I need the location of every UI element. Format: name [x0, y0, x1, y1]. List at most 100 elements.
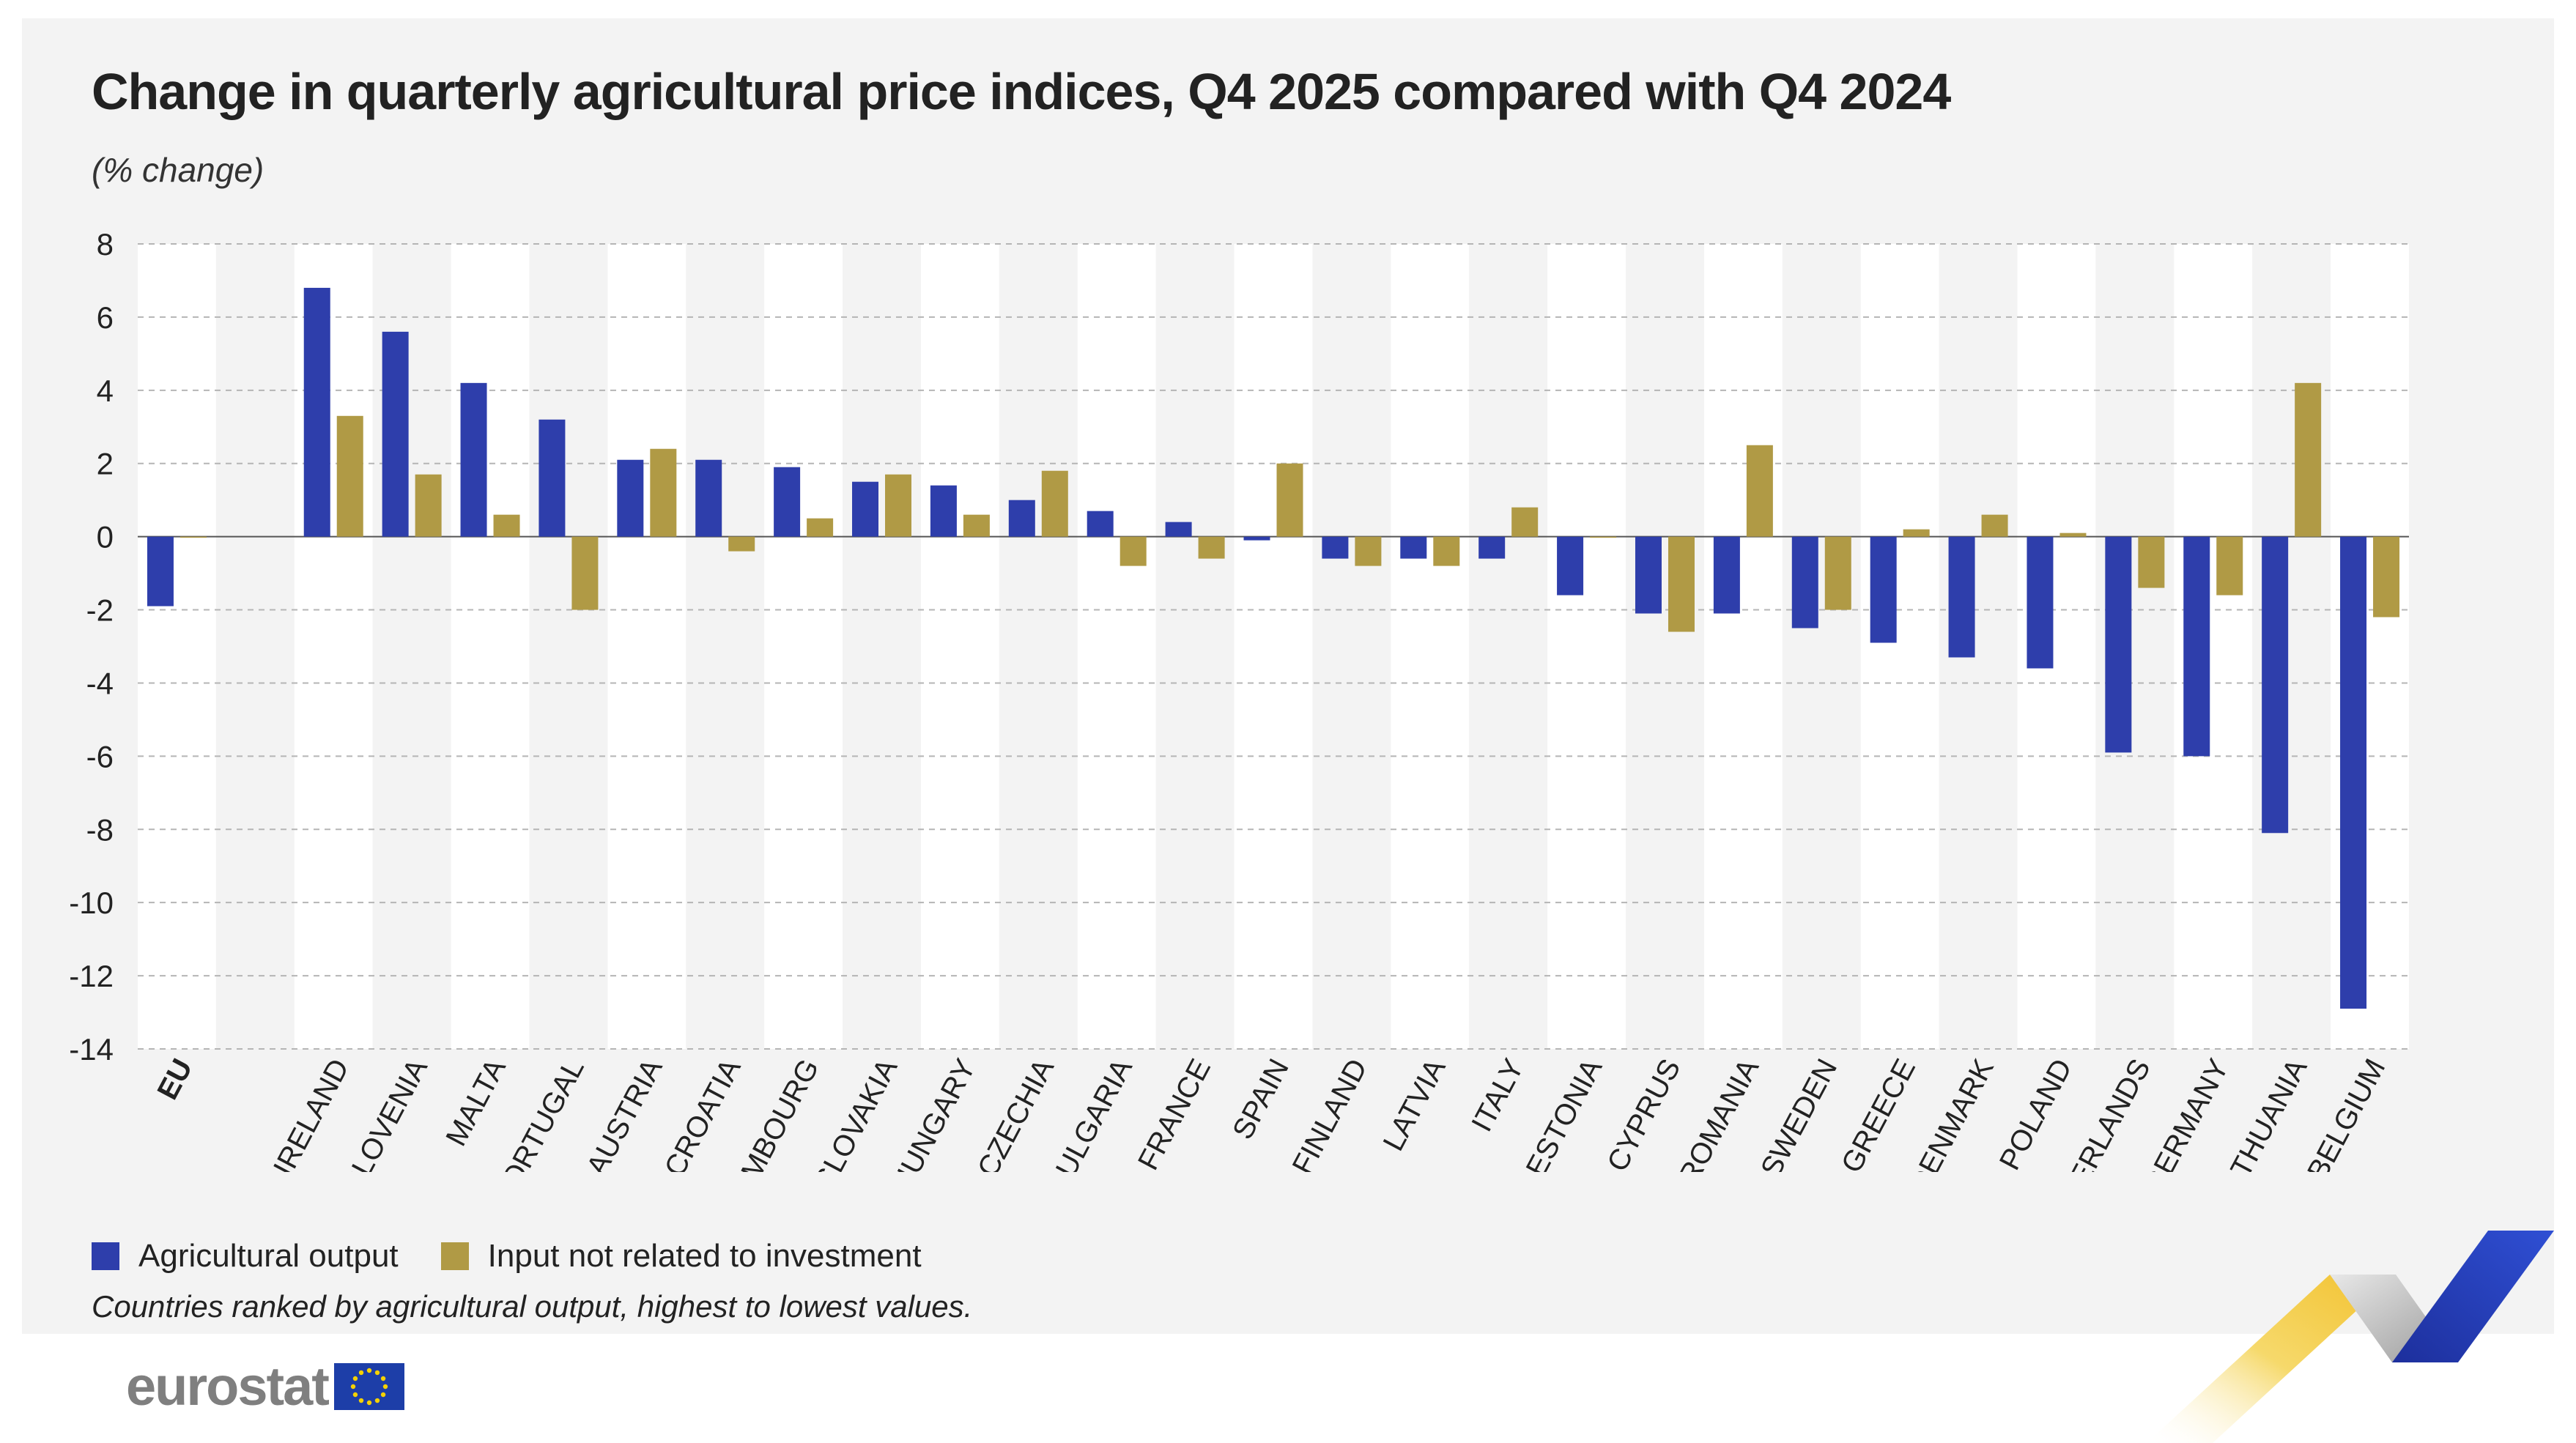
x-tick-label: CZECHIA [971, 1053, 1060, 1172]
bar-agricultural-output [1322, 536, 1349, 559]
x-tick-label: ROMANIA [1673, 1053, 1766, 1172]
bar-agricultural-output [2262, 536, 2289, 834]
x-tick-label: LATVIA [1377, 1053, 1452, 1156]
flag-star [374, 1370, 380, 1375]
bar-input-not-related-to-investment [2138, 536, 2165, 588]
bar-agricultural-output [1948, 536, 1975, 658]
column-band [1469, 244, 1548, 1049]
bar-agricultural-output [1557, 536, 1584, 596]
x-tick-label: SPAIN [1226, 1054, 1295, 1145]
legend-swatch-gold [440, 1242, 469, 1270]
bar-agricultural-output [1008, 500, 1035, 537]
bar-input-not-related-to-investment [1276, 463, 1303, 537]
bar-input-not-related-to-investment [2216, 536, 2243, 596]
y-tick-label: -14 [69, 1032, 114, 1067]
bar-input-not-related-to-investment [1041, 470, 1068, 537]
y-tick-label: 8 [97, 227, 114, 261]
bar-input-not-related-to-investment [728, 536, 755, 552]
bar-input-not-related-to-investment [493, 514, 520, 537]
x-tick-label: ESTONIA [1520, 1053, 1609, 1172]
bar-input-not-related-to-investment [1433, 536, 1460, 566]
y-tick-label: 0 [97, 520, 114, 554]
x-tick-label: MALTA [440, 1053, 512, 1151]
column-band [1860, 244, 1939, 1049]
bar-input-not-related-to-investment [571, 536, 599, 610]
bar-input-not-related-to-investment [1355, 536, 1382, 566]
flag-star [382, 1384, 388, 1389]
bar-agricultural-output [460, 382, 487, 537]
column-bands [138, 244, 2409, 1049]
footnote: Countries ranked by agricultural output,… [92, 1289, 973, 1324]
flag-star [352, 1392, 358, 1397]
bar-input-not-related-to-investment [1119, 536, 1147, 566]
column-band [1391, 244, 1470, 1049]
y-tick-label: 4 [97, 374, 114, 408]
y-tick-label: -12 [69, 959, 114, 993]
flag-star [350, 1384, 356, 1389]
bar-agricultural-output [617, 459, 644, 537]
bar-input-not-related-to-investment [807, 518, 834, 537]
legend-item-agricultural-output: Agricultural output [92, 1238, 399, 1275]
column-band [1547, 244, 1626, 1049]
x-tick-label: AUSTRIA [581, 1053, 669, 1172]
bar-input-not-related-to-investment [1668, 536, 1695, 632]
bar-agricultural-output [1243, 536, 1270, 541]
column-band [215, 244, 295, 1049]
bar-agricultural-output [303, 287, 330, 537]
bar-agricultural-output [1400, 536, 1427, 559]
flag-star [358, 1370, 364, 1375]
bar-input-not-related-to-investment [1746, 445, 1773, 537]
legend-item-input-not-related-to-investment: Input not related to investment [440, 1238, 922, 1275]
legend-label: Input not related to investment [487, 1238, 922, 1274]
bar-input-not-related-to-investment [179, 536, 207, 538]
column-band [1234, 244, 1313, 1049]
column-band [1155, 244, 1235, 1049]
bar-agricultural-output [2105, 536, 2132, 753]
flag-star [380, 1376, 386, 1381]
column-band [1312, 244, 1391, 1049]
bar-agricultural-output [930, 485, 957, 537]
decorative-ribbon-icon [2147, 1231, 2554, 1443]
flag-star [380, 1392, 386, 1397]
x-tick-label: ITALY [1465, 1054, 1530, 1138]
legend-swatch-blue [92, 1242, 119, 1270]
bar-input-not-related-to-investment [1198, 536, 1225, 559]
column-band [999, 244, 1078, 1049]
column-band [764, 244, 843, 1049]
legend-label: Agricultural output [138, 1238, 399, 1274]
bar-input-not-related-to-investment [415, 474, 442, 537]
bar-input-not-related-to-investment [1981, 514, 2008, 537]
bar-agricultural-output [1478, 536, 1506, 559]
bar-agricultural-output [1087, 511, 1114, 537]
bar-agricultural-output [2340, 536, 2367, 1009]
bars [147, 287, 2400, 1009]
y-tick-labels: 8 6 4 2 0 -2 -4 -6 -8 -10 -12 -14 [69, 227, 114, 1067]
legend: Agricultural output Input not related to… [92, 1238, 964, 1275]
y-tick-label: 6 [97, 300, 114, 335]
bar-agricultural-output [2027, 536, 2054, 669]
bar-agricultural-output [1870, 536, 1897, 643]
column-band [1782, 244, 1861, 1049]
y-tick-label: 2 [97, 447, 114, 481]
y-tick-label: -6 [86, 739, 114, 774]
column-band [1077, 244, 1156, 1049]
x-tick-label: SWEDEN [1755, 1054, 1843, 1172]
bar-agricultural-output [1791, 536, 1818, 628]
chart-subtitle: (% change) [92, 151, 264, 189]
bar-input-not-related-to-investment [2059, 533, 2087, 537]
column-band [686, 244, 765, 1049]
x-tick-label: EU [151, 1054, 199, 1105]
bar-input-not-related-to-investment [1511, 507, 1539, 537]
column-band [920, 244, 999, 1049]
flag-star [374, 1398, 380, 1403]
bar-agricultural-output [774, 467, 801, 537]
bar-agricultural-output [538, 419, 566, 537]
bar-agricultural-output [2183, 536, 2210, 757]
bar-agricultural-output [382, 331, 409, 537]
eu-flag-icon [333, 1362, 404, 1410]
column-band [138, 244, 216, 1049]
x-tick-label: POLAND [1994, 1054, 2079, 1172]
bar-agricultural-output [147, 536, 174, 606]
